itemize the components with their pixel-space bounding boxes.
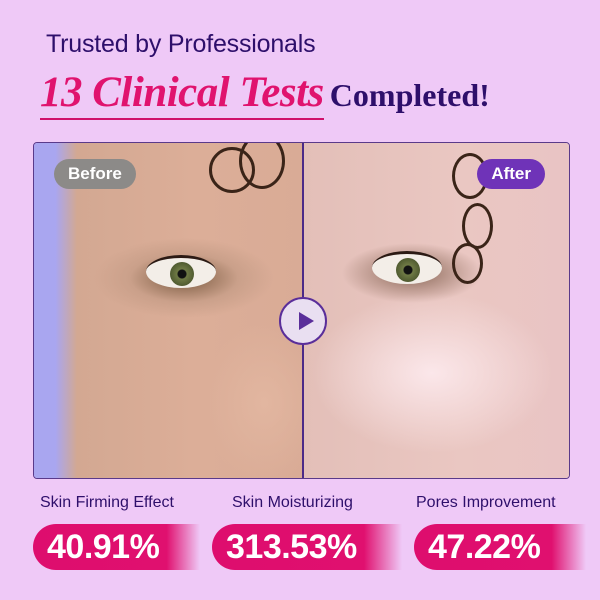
eye-image bbox=[146, 255, 216, 288]
stat-label: Skin Moisturizing bbox=[232, 494, 353, 511]
eye-image bbox=[372, 251, 442, 284]
headline: 13 Clinical Tests Completed! bbox=[40, 68, 490, 120]
headline-suffix: Completed! bbox=[329, 77, 490, 113]
before-tag: Before bbox=[54, 159, 136, 189]
stat-firming: Skin Firming Effect 40.91% bbox=[33, 494, 200, 570]
stat-value: 313.53% bbox=[212, 524, 402, 570]
stat-pores: Pores Improvement 47.22% bbox=[414, 494, 586, 570]
stat-label: Pores Improvement bbox=[416, 494, 556, 511]
stat-moisturizing: Skin Moisturizing 313.53% bbox=[212, 494, 402, 570]
after-image bbox=[302, 143, 569, 478]
play-icon[interactable] bbox=[279, 297, 327, 345]
before-image bbox=[34, 143, 302, 478]
subtitle: Trusted by Professionals bbox=[46, 30, 316, 58]
stat-value: 40.91% bbox=[33, 524, 200, 570]
stat-label: Skin Firming Effect bbox=[40, 494, 174, 511]
headline-highlight: 13 Clinical Tests bbox=[40, 69, 324, 120]
after-tag: After bbox=[477, 159, 545, 189]
before-after-comparison: Before After bbox=[33, 142, 570, 479]
stat-value: 47.22% bbox=[414, 524, 586, 570]
